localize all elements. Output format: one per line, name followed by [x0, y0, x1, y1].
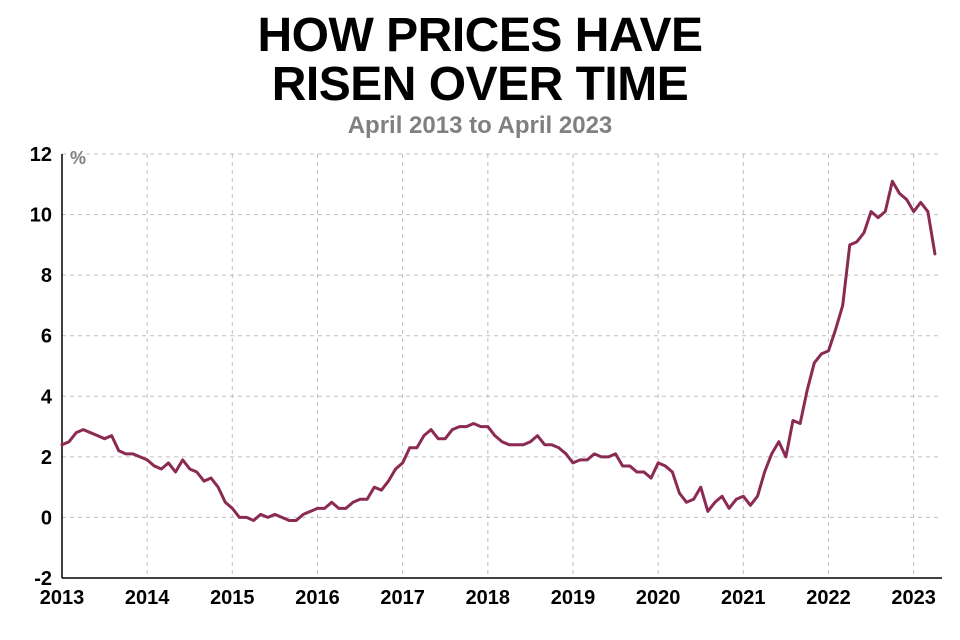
- svg-text:4: 4: [41, 386, 53, 408]
- svg-text:2013: 2013: [40, 587, 85, 609]
- svg-text:2023: 2023: [891, 587, 936, 609]
- svg-text:2019: 2019: [551, 587, 596, 609]
- chart-area: -202468101220132014201520162017201820192…: [0, 140, 960, 640]
- svg-text:2022: 2022: [806, 587, 851, 609]
- svg-text:8: 8: [41, 265, 52, 287]
- chart-container: HOW PRICES HAVE RISEN OVER TIME April 20…: [0, 0, 960, 640]
- svg-text:2017: 2017: [380, 587, 425, 609]
- svg-text:2016: 2016: [295, 587, 340, 609]
- svg-text:%: %: [70, 148, 86, 168]
- title-line-1: HOW PRICES HAVE: [258, 12, 703, 61]
- svg-text:12: 12: [30, 144, 52, 166]
- svg-text:2021: 2021: [721, 587, 766, 609]
- chart-title: HOW PRICES HAVE RISEN OVER TIME: [258, 12, 703, 110]
- svg-text:2014: 2014: [125, 587, 170, 609]
- svg-text:2020: 2020: [636, 587, 681, 609]
- svg-text:6: 6: [41, 326, 52, 348]
- line-chart-svg: -202468101220132014201520162017201820192…: [0, 140, 960, 620]
- svg-text:10: 10: [30, 204, 52, 226]
- chart-subtitle: April 2013 to April 2023: [348, 112, 613, 140]
- svg-text:2015: 2015: [210, 587, 255, 609]
- title-line-2: RISEN OVER TIME: [258, 61, 703, 110]
- svg-text:0: 0: [41, 507, 52, 529]
- svg-text:2018: 2018: [466, 587, 511, 609]
- svg-text:2: 2: [41, 447, 52, 469]
